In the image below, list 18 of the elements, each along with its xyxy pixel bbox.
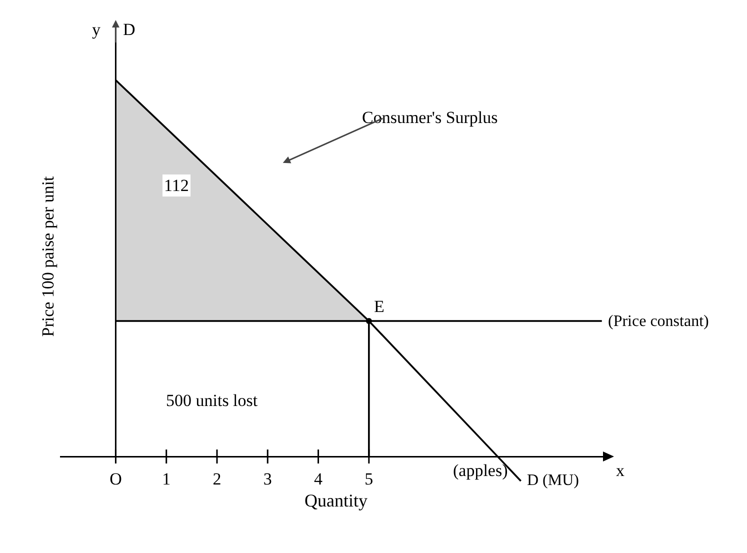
text: D xyxy=(123,20,136,39)
annotation: E xyxy=(374,297,384,316)
annotation: 112 xyxy=(164,176,189,195)
x-tick-label: 3 xyxy=(263,470,272,489)
x-tick-label: 4 xyxy=(314,470,324,489)
y-axis-title: Price 100 paise per unit xyxy=(38,176,58,337)
annotation: (apples) xyxy=(453,461,508,480)
x-tick-label: 5 xyxy=(364,470,374,489)
x-tick-label: O xyxy=(110,470,122,489)
series-label: (Price constant) xyxy=(608,313,709,330)
x-axis-title: Quantity xyxy=(304,490,368,511)
series-label: D (MU) xyxy=(527,472,579,489)
annotation: 500 units lost xyxy=(166,391,258,410)
text: y xyxy=(92,20,101,39)
x-tick-label: 1 xyxy=(162,470,171,489)
x-tick-label: 2 xyxy=(212,470,222,489)
annotation: Consumer's Surplus xyxy=(362,108,498,127)
text: x xyxy=(616,461,625,480)
